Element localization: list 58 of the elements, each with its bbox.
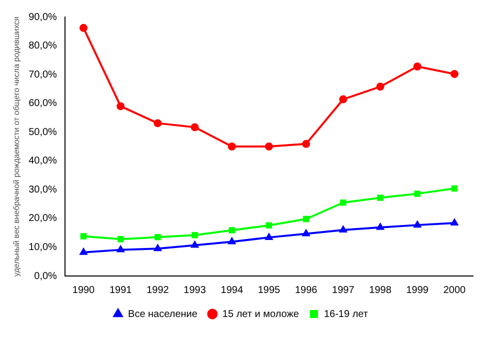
y-tick-label: 40,0% [28, 156, 58, 167]
point [340, 199, 346, 206]
x-tick-label: 1996 [294, 284, 318, 296]
y-tick-label: 10,0% [28, 242, 58, 253]
point [80, 24, 88, 32]
point [154, 244, 162, 252]
point [302, 230, 310, 236]
point [154, 234, 161, 240]
point [265, 233, 273, 240]
point [154, 119, 162, 128]
x-tick-label: 1999 [406, 284, 429, 296]
legend-label: 16-19 лет [324, 308, 368, 320]
point [414, 190, 420, 197]
point [80, 248, 88, 255]
x-tick-label: 1993 [184, 284, 206, 296]
x-tick-label: 1995 [258, 284, 281, 296]
point [451, 185, 458, 192]
x-tick-label: 1998 [369, 284, 392, 296]
point [228, 227, 236, 234]
point [450, 70, 458, 78]
x-tick-label: 1994 [220, 284, 244, 296]
point [266, 222, 272, 228]
point [376, 82, 384, 91]
y-tick-label: 20,0% [28, 213, 58, 224]
point [340, 226, 347, 232]
point [117, 246, 124, 252]
y-tick-label: 60,0% [28, 98, 58, 110]
point [339, 95, 348, 104]
point [191, 241, 198, 248]
point [264, 142, 273, 150]
point [228, 238, 236, 244]
x-tick-label: 1997 [332, 284, 355, 296]
y-tick-label: 70,0% [28, 69, 58, 80]
x-tick-label: 1991 [109, 284, 132, 296]
point [414, 221, 421, 228]
point [80, 233, 87, 240]
point [192, 232, 198, 238]
point [413, 62, 422, 70]
y-tick-label: 90,0% [28, 12, 58, 23]
x-tick-label: 1990 [72, 284, 96, 296]
point [117, 236, 124, 242]
y-tick-label: 80,0% [28, 40, 58, 52]
y-tick-label: 50,0% [28, 126, 58, 138]
legend-label: Все население [128, 308, 198, 320]
x-tick-label: 2000 [443, 284, 466, 296]
y-axis-title: удельный вес внебрачной рождаемости от общего числа родившихся [12, 16, 22, 276]
point [116, 102, 125, 110]
point [376, 223, 384, 230]
point [302, 140, 310, 148]
legend-label: 15 лет и моложе [222, 308, 300, 320]
point [302, 216, 310, 222]
point [450, 219, 458, 226]
point [190, 123, 199, 132]
x-tick-label: 1992 [146, 284, 170, 296]
point [228, 142, 236, 150]
y-tick-label: 30,0% [28, 184, 58, 196]
point [377, 194, 384, 201]
y-tick-label: 0,0% [34, 270, 58, 282]
